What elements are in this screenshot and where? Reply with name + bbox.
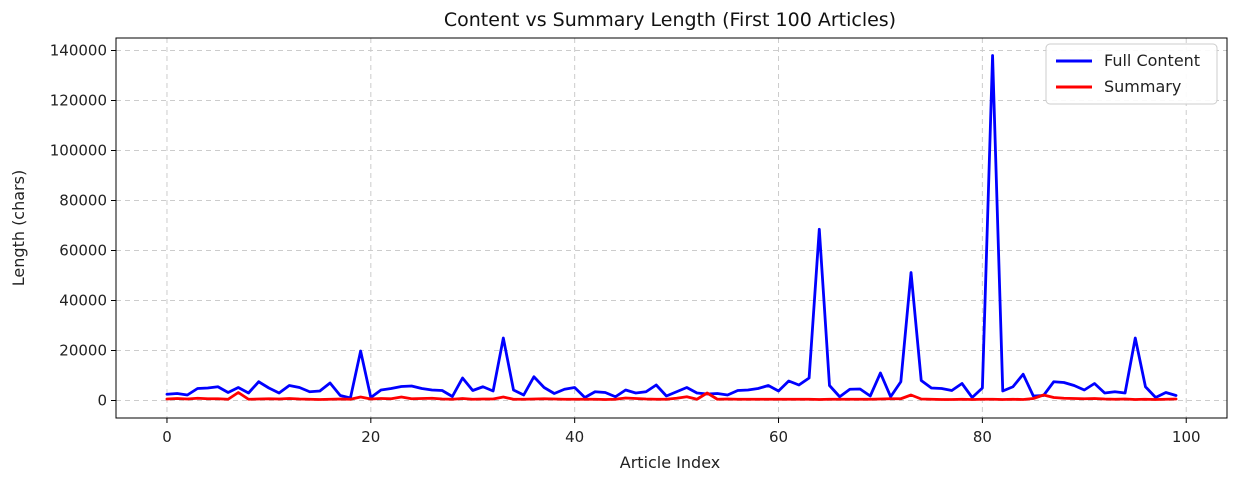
y-tick-label: 0 [97,392,107,410]
series-line-summary [165,391,1178,401]
y-tick-label: 140000 [50,42,107,60]
y-axis-label: Length (chars) [9,170,28,286]
y-tick-label: 20000 [59,342,107,360]
series-line-full-content [165,54,1178,400]
x-axis-ticks: 0 20 40 60 80 100 [162,418,1201,446]
legend-label-summary: Summary [1104,77,1181,96]
x-axis-label: Article Index [620,453,720,472]
x-tick-label: 20 [361,428,380,446]
chart-title: Content vs Summary Length (First 100 Art… [444,9,896,31]
y-tick-label: 60000 [59,242,107,260]
legend-box [1045,43,1218,105]
y-axis-ticks: 0 20000 40000 60000 80000 100000 120000 140000 [50,42,116,410]
y-tick-label: 120000 [50,92,107,110]
series-lines [165,54,1178,401]
x-tick-label: 0 [162,428,172,446]
x-tick-label: 100 [1172,428,1201,446]
x-tick-label: 80 [973,428,992,446]
legend-label-full-content: Full Content [1104,51,1200,70]
y-tick-label: 40000 [59,292,107,310]
plot-frame [115,37,1228,419]
x-tick-label: 60 [769,428,788,446]
y-tick-label: 80000 [59,192,107,210]
x-tick-label: 40 [565,428,584,446]
legend: Full Content Summary [1045,43,1218,105]
y-tick-label: 100000 [50,142,107,160]
